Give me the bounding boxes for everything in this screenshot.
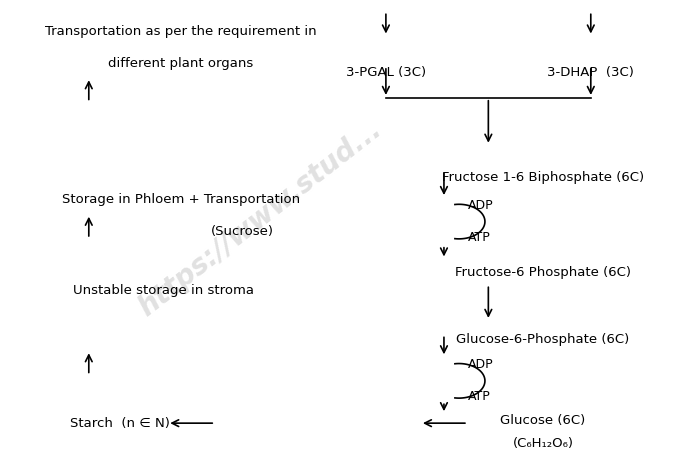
Text: Storage in Phloem + Transportation: Storage in Phloem + Transportation: [62, 193, 300, 207]
Text: Transportation as per the requirement in: Transportation as per the requirement in: [45, 25, 317, 38]
Text: (C₆H₁₂O₆): (C₆H₁₂O₆): [512, 437, 574, 450]
Text: ADP: ADP: [468, 359, 494, 371]
Text: Glucose-6-Phosphate (6C): Glucose-6-Phosphate (6C): [456, 333, 630, 346]
Text: https://www.stud...: https://www.stud...: [133, 115, 387, 322]
Text: (Sucrose): (Sucrose): [211, 225, 274, 238]
Text: different plant organs: different plant organs: [109, 57, 253, 70]
Text: Fructose 1-6 Biphosphate (6C): Fructose 1-6 Biphosphate (6C): [442, 171, 644, 184]
Text: ADP: ADP: [468, 199, 494, 212]
Text: Starch  (n ∈ N): Starch (n ∈ N): [70, 417, 169, 430]
Text: Glucose (6C): Glucose (6C): [501, 415, 585, 427]
Text: Unstable storage in stroma: Unstable storage in stroma: [73, 284, 255, 298]
Text: Fructose-6 Phosphate (6C): Fructose-6 Phosphate (6C): [455, 266, 631, 279]
Text: 3-DHAP  (3C): 3-DHAP (3C): [547, 66, 635, 79]
Text: ATP: ATP: [468, 231, 490, 244]
Text: ATP: ATP: [468, 390, 490, 403]
Text: 3-PGAL (3C): 3-PGAL (3C): [346, 66, 426, 79]
